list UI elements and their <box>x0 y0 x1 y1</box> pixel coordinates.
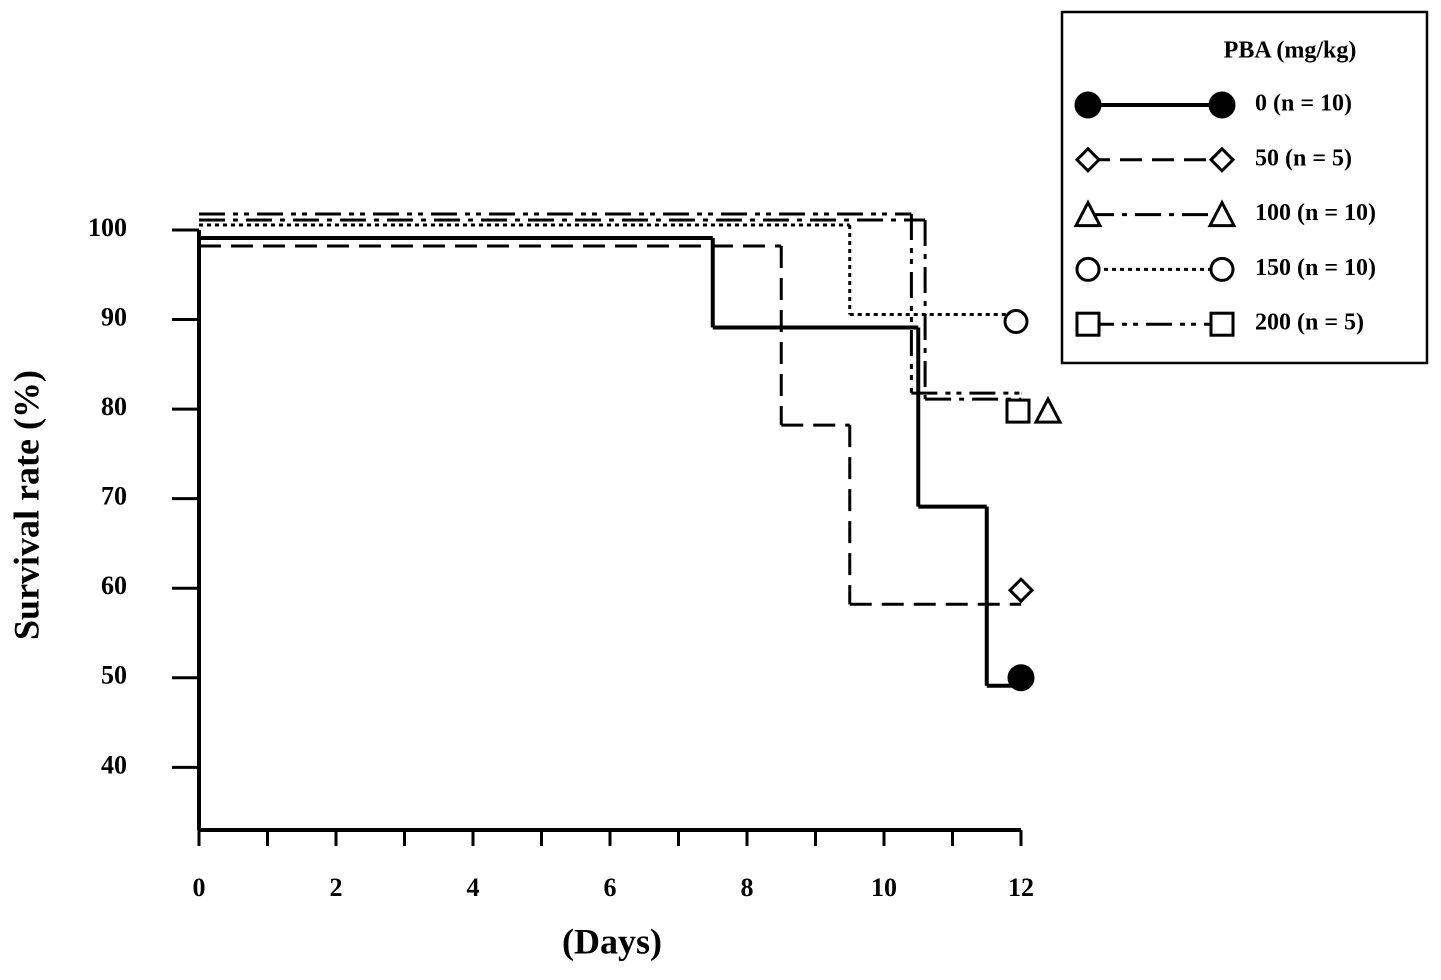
marker <box>1005 398 1031 424</box>
y-tick-label: 100 <box>88 213 127 242</box>
y-tick-label: 50 <box>101 661 127 690</box>
x-tick-label: 0 <box>193 873 206 902</box>
marker <box>1209 256 1235 282</box>
y-tick-label: 60 <box>101 571 127 600</box>
marker <box>1033 395 1063 424</box>
x-tick-label: 4 <box>467 873 480 902</box>
marker <box>1007 577 1035 604</box>
marker <box>1208 146 1236 173</box>
x-tick-label: 12 <box>1008 873 1034 902</box>
marker <box>1073 199 1103 228</box>
y-tick-label: 90 <box>101 303 127 332</box>
y-tick-label: 80 <box>101 392 127 421</box>
marker <box>1007 664 1035 692</box>
y-axis-label: Survival rate (%) <box>6 370 46 640</box>
x-axis-label: (Days) <box>562 921 662 961</box>
legend-label: 150 (n = 10) <box>1255 255 1376 281</box>
marker <box>1209 311 1235 337</box>
x-tick-label: 10 <box>871 873 897 902</box>
legend-label: 0 (n = 10) <box>1255 91 1352 117</box>
marker <box>1003 309 1029 335</box>
legend-label: 50 (n = 5) <box>1255 145 1352 171</box>
y-tick-label: 40 <box>101 750 127 779</box>
y-tick-label: 70 <box>101 482 127 511</box>
x-tick-label: 8 <box>741 873 754 902</box>
legend-title: PBA (mg/kg) <box>1224 38 1357 64</box>
marker <box>1074 91 1102 119</box>
marker <box>1208 91 1236 119</box>
x-tick-label: 2 <box>330 873 343 902</box>
marker <box>1075 311 1101 337</box>
legend-label: 100 (n = 10) <box>1255 200 1376 226</box>
marker <box>1074 146 1102 173</box>
x-tick-label: 6 <box>604 873 617 902</box>
marker <box>1207 199 1237 228</box>
marker <box>1075 256 1101 282</box>
legend-label: 200 (n = 5) <box>1255 310 1364 336</box>
legend-box <box>1060 10 1429 365</box>
